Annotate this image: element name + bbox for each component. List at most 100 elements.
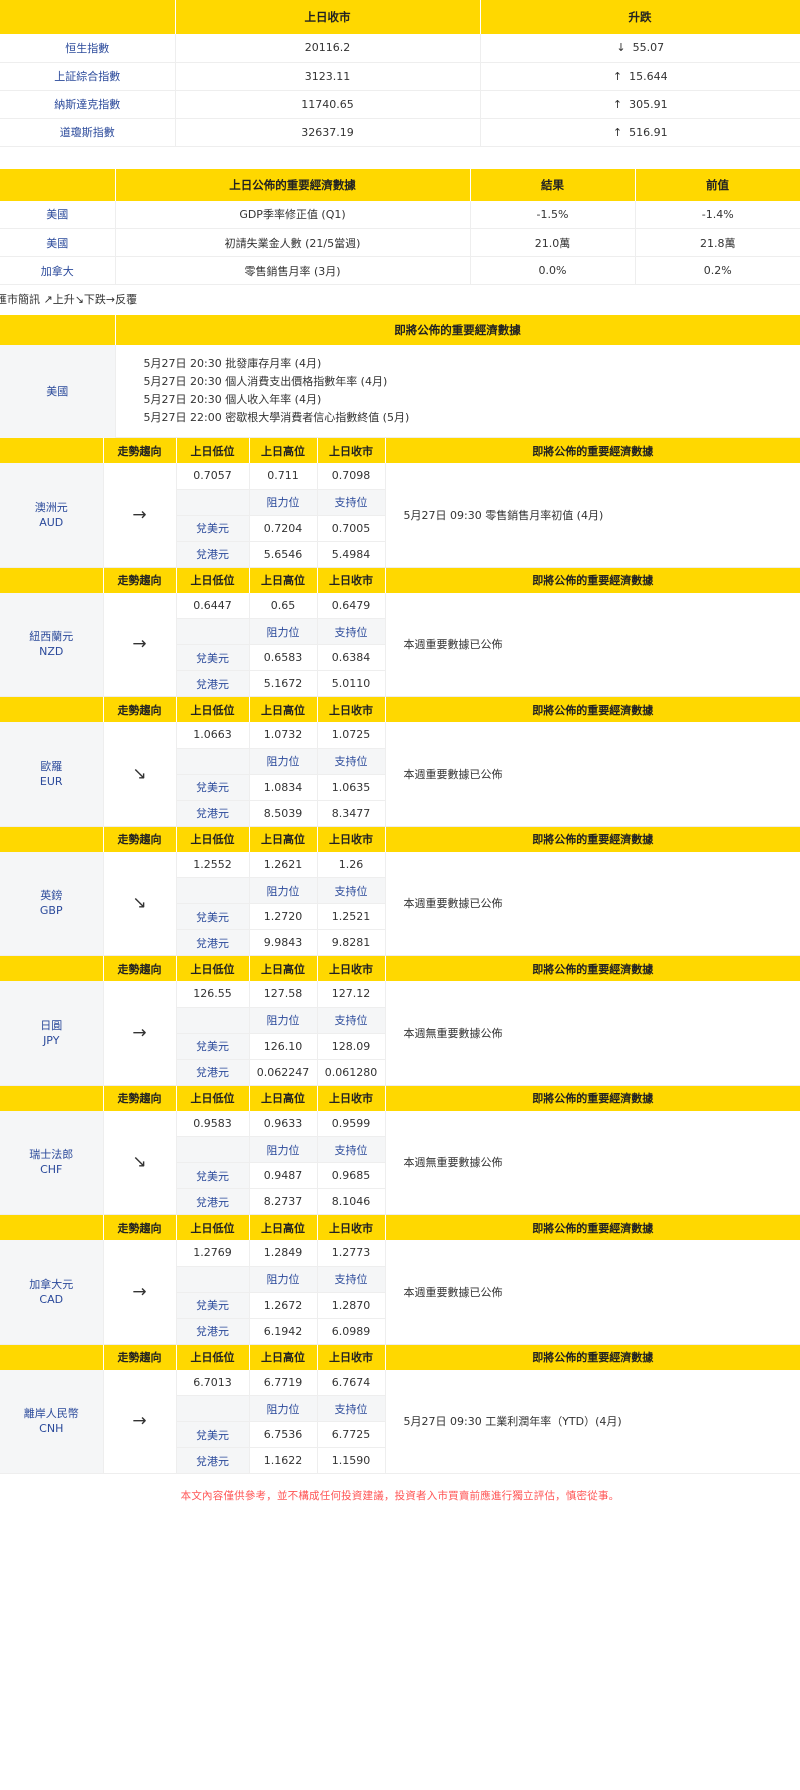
hkd-resistance-value: 8.5039 (249, 800, 318, 827)
currency-block-gbp: 走勢趨向 上日低位 上日高位 上日收市 即將公佈的重要經濟數據 英鎊 GBP ↘ 1.2552 1… (0, 826, 800, 956)
table-row: 道瓊斯指數 32637.19 ↑ 516.91 (0, 118, 800, 147)
currency-header-low: 上日低位 (176, 1085, 250, 1111)
currency-high-value: 0.65 (249, 592, 318, 619)
currency-close-value: 0.9599 (317, 1110, 386, 1137)
currency-header-high: 上日高位 (249, 697, 318, 722)
hkd-resistance-value: 5.6546 (249, 541, 318, 568)
currency-row-levels-header: 阻力位 支持位 (0, 1395, 800, 1422)
currency-news-text: 本週重要數據已公佈 (385, 592, 800, 697)
hkd-resistance-value: 1.1622 (249, 1447, 318, 1474)
currency-row-vs-hkd: 兌港元 5.6546 5.4984 (0, 541, 800, 568)
usd-resistance-value: 0.6583 (249, 644, 318, 671)
currency-low-value: 0.9583 (176, 1110, 250, 1137)
released-event: 零售銷售月率 (3月) (115, 256, 471, 285)
index-close-value: 11740.65 (175, 90, 481, 119)
hkd-resistance-value: 0.062247 (249, 1059, 318, 1086)
currency-high-value: 0.9633 (249, 1110, 318, 1137)
currency-close-value: 0.7098 (317, 463, 386, 490)
currency-header-close: 上日收市 (317, 1215, 386, 1240)
table-row: 上証綜合指數 3123.11 ↑ 15.644 (0, 62, 800, 91)
currency-row-ohlc: 英鎊 GBP ↘ 1.2552 1.2621 1.26 本週重要數據已公佈 (0, 851, 800, 956)
currency-header-news: 即將公佈的重要經濟數據 (385, 438, 800, 463)
currency-row-vs-hkd: 兌港元 0.062247 0.061280 (0, 1059, 800, 1086)
list-item: 5月27日 20:30 個人消費支出價格指數年率 (4月) (143, 375, 388, 388)
resistance-header: 阻力位 (249, 1136, 318, 1163)
released-header-previous: 前值 (635, 168, 800, 201)
arrow-icon: ↑ (612, 125, 623, 139)
currency-block-cnh: 走勢趨向 上日低位 上日高位 上日收市 即將公佈的重要經濟數據 離岸人民幣 CNH → 6.70… (0, 1344, 800, 1474)
currency-row-levels-header: 阻力位 支持位 (0, 748, 800, 775)
currency-row-levels-header: 阻力位 支持位 (0, 877, 800, 904)
currency-block-aud: 走勢趨向 上日低位 上日高位 上日收市 即將公佈的重要經濟數據 澳洲元 AUD → 0.7057… (0, 438, 800, 568)
currency-header-row: 走勢趨向 上日低位 上日高位 上日收市 即將公佈的重要經濟數據 (0, 438, 800, 463)
released-country: 加拿大 (0, 256, 116, 285)
index-close-value: 32637.19 (175, 118, 481, 147)
vs-usd-label: 兌美元 (176, 1033, 250, 1060)
released-result: 0.0% (470, 256, 636, 285)
index-name: 納斯達克指數 (0, 90, 176, 119)
upcoming-us-row: 美國 5月27日 20:30 批發庫存月率 (4月) 5月27日 20:30 個人… (0, 345, 800, 438)
currency-blocks-container: 走勢趨向 上日低位 上日高位 上日收市 即將公佈的重要經濟數據 澳洲元 AUD → 0.7057… (0, 438, 800, 1474)
currency-header-close: 上日收市 (317, 1085, 386, 1111)
hkd-support-value: 5.4984 (317, 541, 386, 568)
support-header: 支持位 (317, 489, 386, 516)
currency-low-value: 1.2552 (176, 851, 250, 878)
currency-block-jpy: 走勢趨向 上日低位 上日高位 上日收市 即將公佈的重要經濟數據 日圓 JPY → 126.55 1… (0, 956, 800, 1086)
currency-header-trend: 走勢趨向 (103, 826, 177, 852)
currency-low-value: 126.55 (176, 981, 250, 1008)
currency-header-news: 即將公佈的重要經濟數據 (385, 697, 800, 722)
currency-news-text: 5月27日 09:30 工業利潤年率（YTD）(4月) (385, 1369, 800, 1474)
usd-resistance-value: 1.2672 (249, 1292, 318, 1319)
trend-arrow-icon: ↘ (103, 1110, 177, 1215)
vs-hkd-label: 兌港元 (176, 670, 250, 697)
hkd-support-value: 8.3477 (317, 800, 386, 827)
hkd-support-value: 0.061280 (317, 1059, 386, 1086)
hkd-support-value: 5.0110 (317, 670, 386, 697)
currency-high-value: 1.2621 (249, 851, 318, 878)
currency-header-high: 上日高位 (249, 826, 318, 852)
table-row: 恒生指數 20116.2 ↓ 55.07 (0, 34, 800, 63)
currency-close-value: 1.2773 (317, 1240, 386, 1267)
upcoming-header-row: 即將公佈的重要經濟數據 (0, 315, 800, 345)
currency-header-blank (0, 956, 104, 981)
currency-close-value: 0.6479 (317, 592, 386, 619)
currency-row-vs-usd: 兌美元 0.9487 0.9685 (0, 1162, 800, 1189)
index-change-value: ↑ 15.644 (480, 62, 800, 91)
currency-row-levels-header: 阻力位 支持位 (0, 1136, 800, 1163)
currency-header-trend: 走勢趨向 (103, 956, 177, 981)
list-item: 5月27日 20:30 批發庫存月率 (4月) (143, 357, 322, 370)
support-header: 支持位 (317, 877, 386, 904)
hkd-support-value: 6.0989 (317, 1318, 386, 1345)
currency-header-news: 即將公佈的重要經濟數據 (385, 1344, 800, 1370)
released-result: 21.0萬 (470, 228, 636, 257)
hkd-support-value: 8.1046 (317, 1188, 386, 1215)
index-name: 上証綜合指數 (0, 62, 176, 91)
currency-header-trend: 走勢趨向 (103, 697, 177, 722)
currency-name-label: 歐羅 EUR (0, 722, 104, 827)
upcoming-header-blank (0, 315, 116, 345)
table-row: 美國 GDP季率修正值 (Q1) -1.5% -1.4% (0, 200, 800, 229)
resistance-header: 阻力位 (249, 489, 318, 516)
support-header: 支持位 (317, 1395, 386, 1422)
trend-arrow-icon: ↘ (103, 851, 177, 956)
released-header-blank (0, 168, 116, 201)
currency-header-row: 走勢趨向 上日低位 上日高位 上日收市 即將公佈的重要經濟數據 (0, 567, 800, 593)
hkd-resistance-value: 6.1942 (249, 1318, 318, 1345)
table-row: 美國 初請失業金人數 (21/5當週) 21.0萬 21.8萬 (0, 228, 800, 257)
vs-usd-label: 兌美元 (176, 1292, 250, 1319)
currency-row-levels-header: 阻力位 支持位 (0, 1266, 800, 1293)
currency-header-high: 上日高位 (249, 1344, 318, 1370)
currency-low-value: 0.6447 (176, 592, 250, 619)
stock-indices-table: 上日收市 升跌 恒生指數 20116.2 ↓ 55.07 上証綜合指數 3123.11 ↑… (0, 0, 800, 147)
currency-header-low: 上日低位 (176, 697, 250, 722)
currency-name-label: 澳洲元 AUD (0, 463, 104, 568)
support-header: 支持位 (317, 1266, 386, 1293)
arrow-icon: ↑ (612, 69, 623, 83)
usd-support-value: 0.7005 (317, 515, 386, 542)
currency-header-low: 上日低位 (176, 438, 250, 463)
released-country: 美國 (0, 200, 116, 229)
resistance-header: 阻力位 (249, 1007, 318, 1034)
currency-name-label: 瑞士法郎 CHF (0, 1110, 104, 1215)
currency-header-high: 上日高位 (249, 1215, 318, 1240)
currency-header-blank (0, 1344, 104, 1370)
